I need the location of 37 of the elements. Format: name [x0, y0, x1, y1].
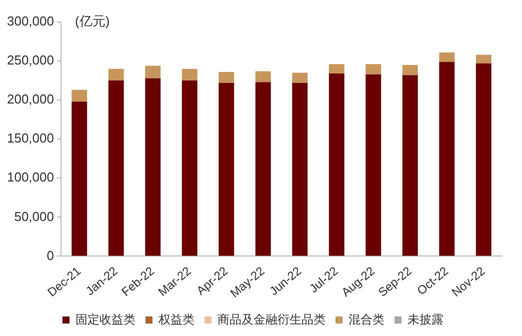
y-tick-label: 0 [46, 248, 54, 263]
y-tick-label: 300,000 [6, 14, 54, 29]
bar [255, 71, 271, 82]
bar [439, 52, 455, 62]
y-tick-label: 50,000 [14, 208, 54, 224]
bar [108, 68, 124, 81]
bar [402, 75, 418, 256]
bar [366, 74, 382, 256]
legend-label: 固定收益类 [76, 312, 136, 326]
bar [182, 68, 198, 81]
bar [366, 64, 382, 74]
bar [182, 80, 198, 256]
legend-label: 权益类 [158, 312, 194, 326]
legend-label: 混合类 [348, 312, 384, 326]
y-tick-label: 250,000 [6, 52, 54, 68]
bar [255, 82, 271, 256]
y-axis-title: (亿元) [74, 14, 110, 29]
bar [145, 66, 161, 78]
y-tick-label: 100,000 [6, 170, 54, 185]
bar [292, 72, 308, 83]
bar [328, 64, 344, 74]
bar [72, 90, 88, 102]
bar [218, 82, 234, 256]
bar [328, 74, 344, 256]
bar [292, 82, 308, 256]
legend-label: 商品及金融衍生品类 [218, 312, 326, 326]
bar [476, 63, 492, 256]
y-tick-label: 150,000 [6, 130, 54, 146]
bar [145, 78, 161, 256]
bar [108, 80, 124, 256]
bar [439, 62, 455, 256]
bar [476, 54, 492, 64]
bar [402, 64, 418, 76]
legend-label: 未披露 [408, 312, 444, 326]
y-tick-label: 200,000 [6, 92, 54, 107]
bar [72, 102, 88, 256]
bar [218, 72, 234, 83]
